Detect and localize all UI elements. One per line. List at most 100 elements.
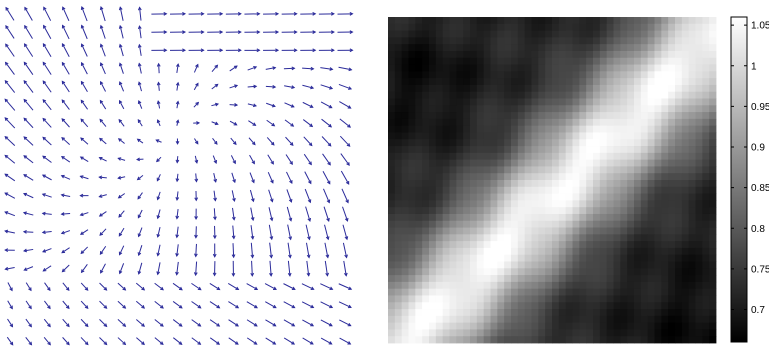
heatmap-cell — [463, 146, 471, 154]
heatmap-cell — [593, 118, 601, 127]
heatmap-cell — [504, 17, 512, 25]
heatmap-cell — [531, 98, 539, 106]
heatmap-cell — [442, 322, 450, 330]
heatmap-cell — [435, 57, 444, 65]
heatmap-cell — [709, 139, 717, 147]
heatmap-cell — [463, 200, 471, 208]
heatmap-cell — [661, 295, 669, 303]
heatmap-cell — [661, 139, 669, 147]
quiver-arrow — [42, 80, 52, 93]
quiver-arrow — [302, 84, 315, 90]
heatmap-cell — [640, 288, 649, 296]
heatmap-cell — [511, 50, 519, 59]
heatmap-cell — [675, 315, 683, 324]
heatmap-cell — [524, 118, 532, 127]
heatmap-cell — [620, 84, 628, 93]
heatmap-cell — [408, 152, 416, 161]
heatmap-cell — [599, 247, 608, 256]
quiver-arrow — [43, 337, 51, 346]
heatmap-cell — [415, 302, 423, 310]
heatmap-cell — [613, 159, 621, 167]
heatmap-cell — [558, 125, 567, 133]
quiver-arrow — [118, 62, 124, 74]
heatmap-cell — [422, 180, 430, 188]
heatmap-cell — [401, 139, 409, 147]
heatmap-cell — [456, 268, 464, 276]
heatmap-cell — [497, 302, 505, 310]
heatmap-cell — [545, 227, 553, 235]
heatmap-cell — [675, 23, 683, 31]
quiver-arrow — [42, 98, 52, 111]
heatmap-cell — [606, 98, 614, 106]
heatmap-cell — [463, 105, 471, 113]
heatmap-cell — [552, 336, 560, 344]
heatmap-cell — [490, 234, 498, 242]
heatmap-cell — [593, 275, 601, 283]
heatmap-cell — [599, 91, 608, 99]
heatmap-cell — [449, 152, 457, 161]
heatmap-cell — [456, 44, 464, 52]
heatmap-cell — [463, 91, 471, 99]
heatmap-cell — [483, 180, 491, 188]
heatmap-cell — [531, 139, 539, 147]
heatmap-cell — [668, 227, 676, 235]
heatmap-cell — [517, 71, 526, 79]
heatmap-cell — [620, 207, 628, 215]
heatmap-cell — [695, 220, 703, 228]
heatmap-cell — [661, 17, 669, 25]
quiver-arrow — [302, 119, 314, 128]
heatmap-cell — [463, 207, 471, 215]
heatmap-cell — [497, 336, 505, 344]
heatmap-cell — [668, 322, 676, 330]
heatmap-cell — [456, 281, 464, 290]
heatmap-cell — [476, 241, 485, 249]
quiver-arrow — [23, 61, 34, 75]
heatmap-cell — [476, 37, 485, 45]
quiver-arrow — [99, 318, 108, 328]
quiver-arrow — [211, 83, 219, 90]
quiver-arrow — [61, 61, 70, 75]
heatmap-cell — [538, 112, 546, 120]
quiver-arrow — [136, 138, 144, 144]
heatmap-cell — [558, 275, 567, 283]
heatmap-cell — [429, 118, 437, 127]
quiver-arrow — [4, 192, 16, 199]
heatmap-cell — [524, 315, 532, 324]
heatmap-cell — [422, 302, 430, 310]
heatmap-cell — [647, 173, 655, 181]
heatmap-cell — [504, 112, 512, 120]
quiver-arrow — [231, 172, 236, 184]
heatmap-cell — [586, 268, 594, 276]
heatmap-cell — [517, 50, 526, 59]
heatmap-cell — [517, 220, 526, 228]
heatmap-cell — [422, 315, 430, 324]
heatmap-cell — [449, 322, 457, 330]
heatmap-cell — [565, 207, 573, 215]
heatmap-cell — [538, 23, 546, 31]
heatmap-cell — [702, 227, 710, 235]
heatmap-cell — [456, 200, 464, 208]
heatmap-cell — [394, 152, 403, 161]
heatmap-cell — [675, 207, 683, 215]
quiver-arrow — [324, 260, 329, 277]
heatmap-cell — [456, 227, 464, 235]
heatmap-cell — [483, 241, 491, 249]
heatmap-cell — [442, 336, 450, 344]
heatmap-cell — [681, 57, 690, 65]
heatmap-cell — [545, 247, 553, 256]
heatmap-cell — [702, 200, 710, 208]
heatmap-cell — [429, 91, 437, 99]
heatmap-cell — [627, 91, 635, 99]
heatmap-cell — [620, 44, 628, 52]
heatmap-cell — [695, 71, 703, 79]
heatmap-cell — [449, 37, 457, 45]
heatmap-cell — [688, 241, 696, 249]
quiver-arrow — [42, 42, 52, 58]
heatmap-cell — [394, 247, 403, 256]
heatmap-cell — [565, 186, 573, 194]
heatmap-cell — [606, 112, 614, 120]
heatmap-cell — [620, 200, 628, 208]
quiver-arrow — [4, 154, 16, 164]
heatmap-cell — [620, 105, 628, 113]
heatmap-cell — [593, 241, 601, 249]
